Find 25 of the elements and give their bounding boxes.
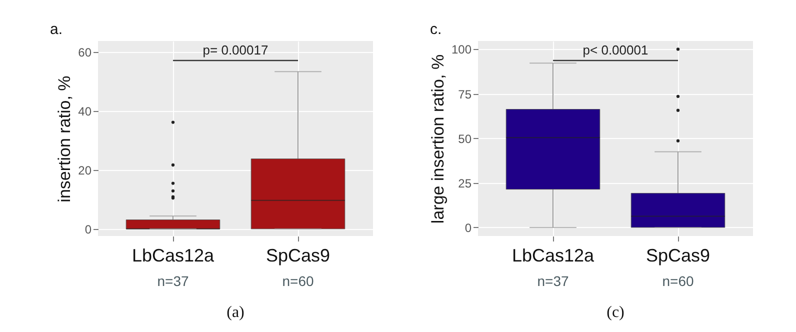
annotation: p< 0.00001: [582, 42, 648, 58]
text: n=60: [662, 273, 694, 289]
text: a.: [50, 21, 63, 38]
y-axis-title: large insertion ratio, %: [428, 54, 448, 224]
y-axis-title: insertion ratio, %: [55, 76, 74, 202]
x-tick-label: LbCas12a: [132, 246, 216, 266]
y-tick-label: 25: [458, 176, 472, 190]
y-tick-label: 0: [84, 222, 92, 236]
annotation: p= 0.00017: [202, 42, 268, 58]
y-tick-label: 50: [458, 132, 472, 146]
text: c.: [430, 21, 442, 38]
text: (c): [606, 304, 624, 321]
x-tick-label: SpCas9: [646, 246, 710, 266]
y-tick-label: 20: [78, 164, 92, 178]
y-tick-label: 0: [464, 220, 472, 235]
x-tick-label: SpCas9: [266, 246, 330, 266]
x-tick-label: LbCas12a: [512, 246, 596, 266]
y-tick-label: 40: [78, 104, 92, 119]
y-tick-label: 60: [78, 46, 92, 60]
text: n=37: [157, 273, 189, 289]
text: n=60: [282, 273, 314, 289]
text: n=37: [537, 273, 569, 289]
text: (a): [226, 304, 244, 321]
y-tick-label: 100: [451, 42, 472, 57]
y-tick-label: 75: [458, 87, 472, 102]
